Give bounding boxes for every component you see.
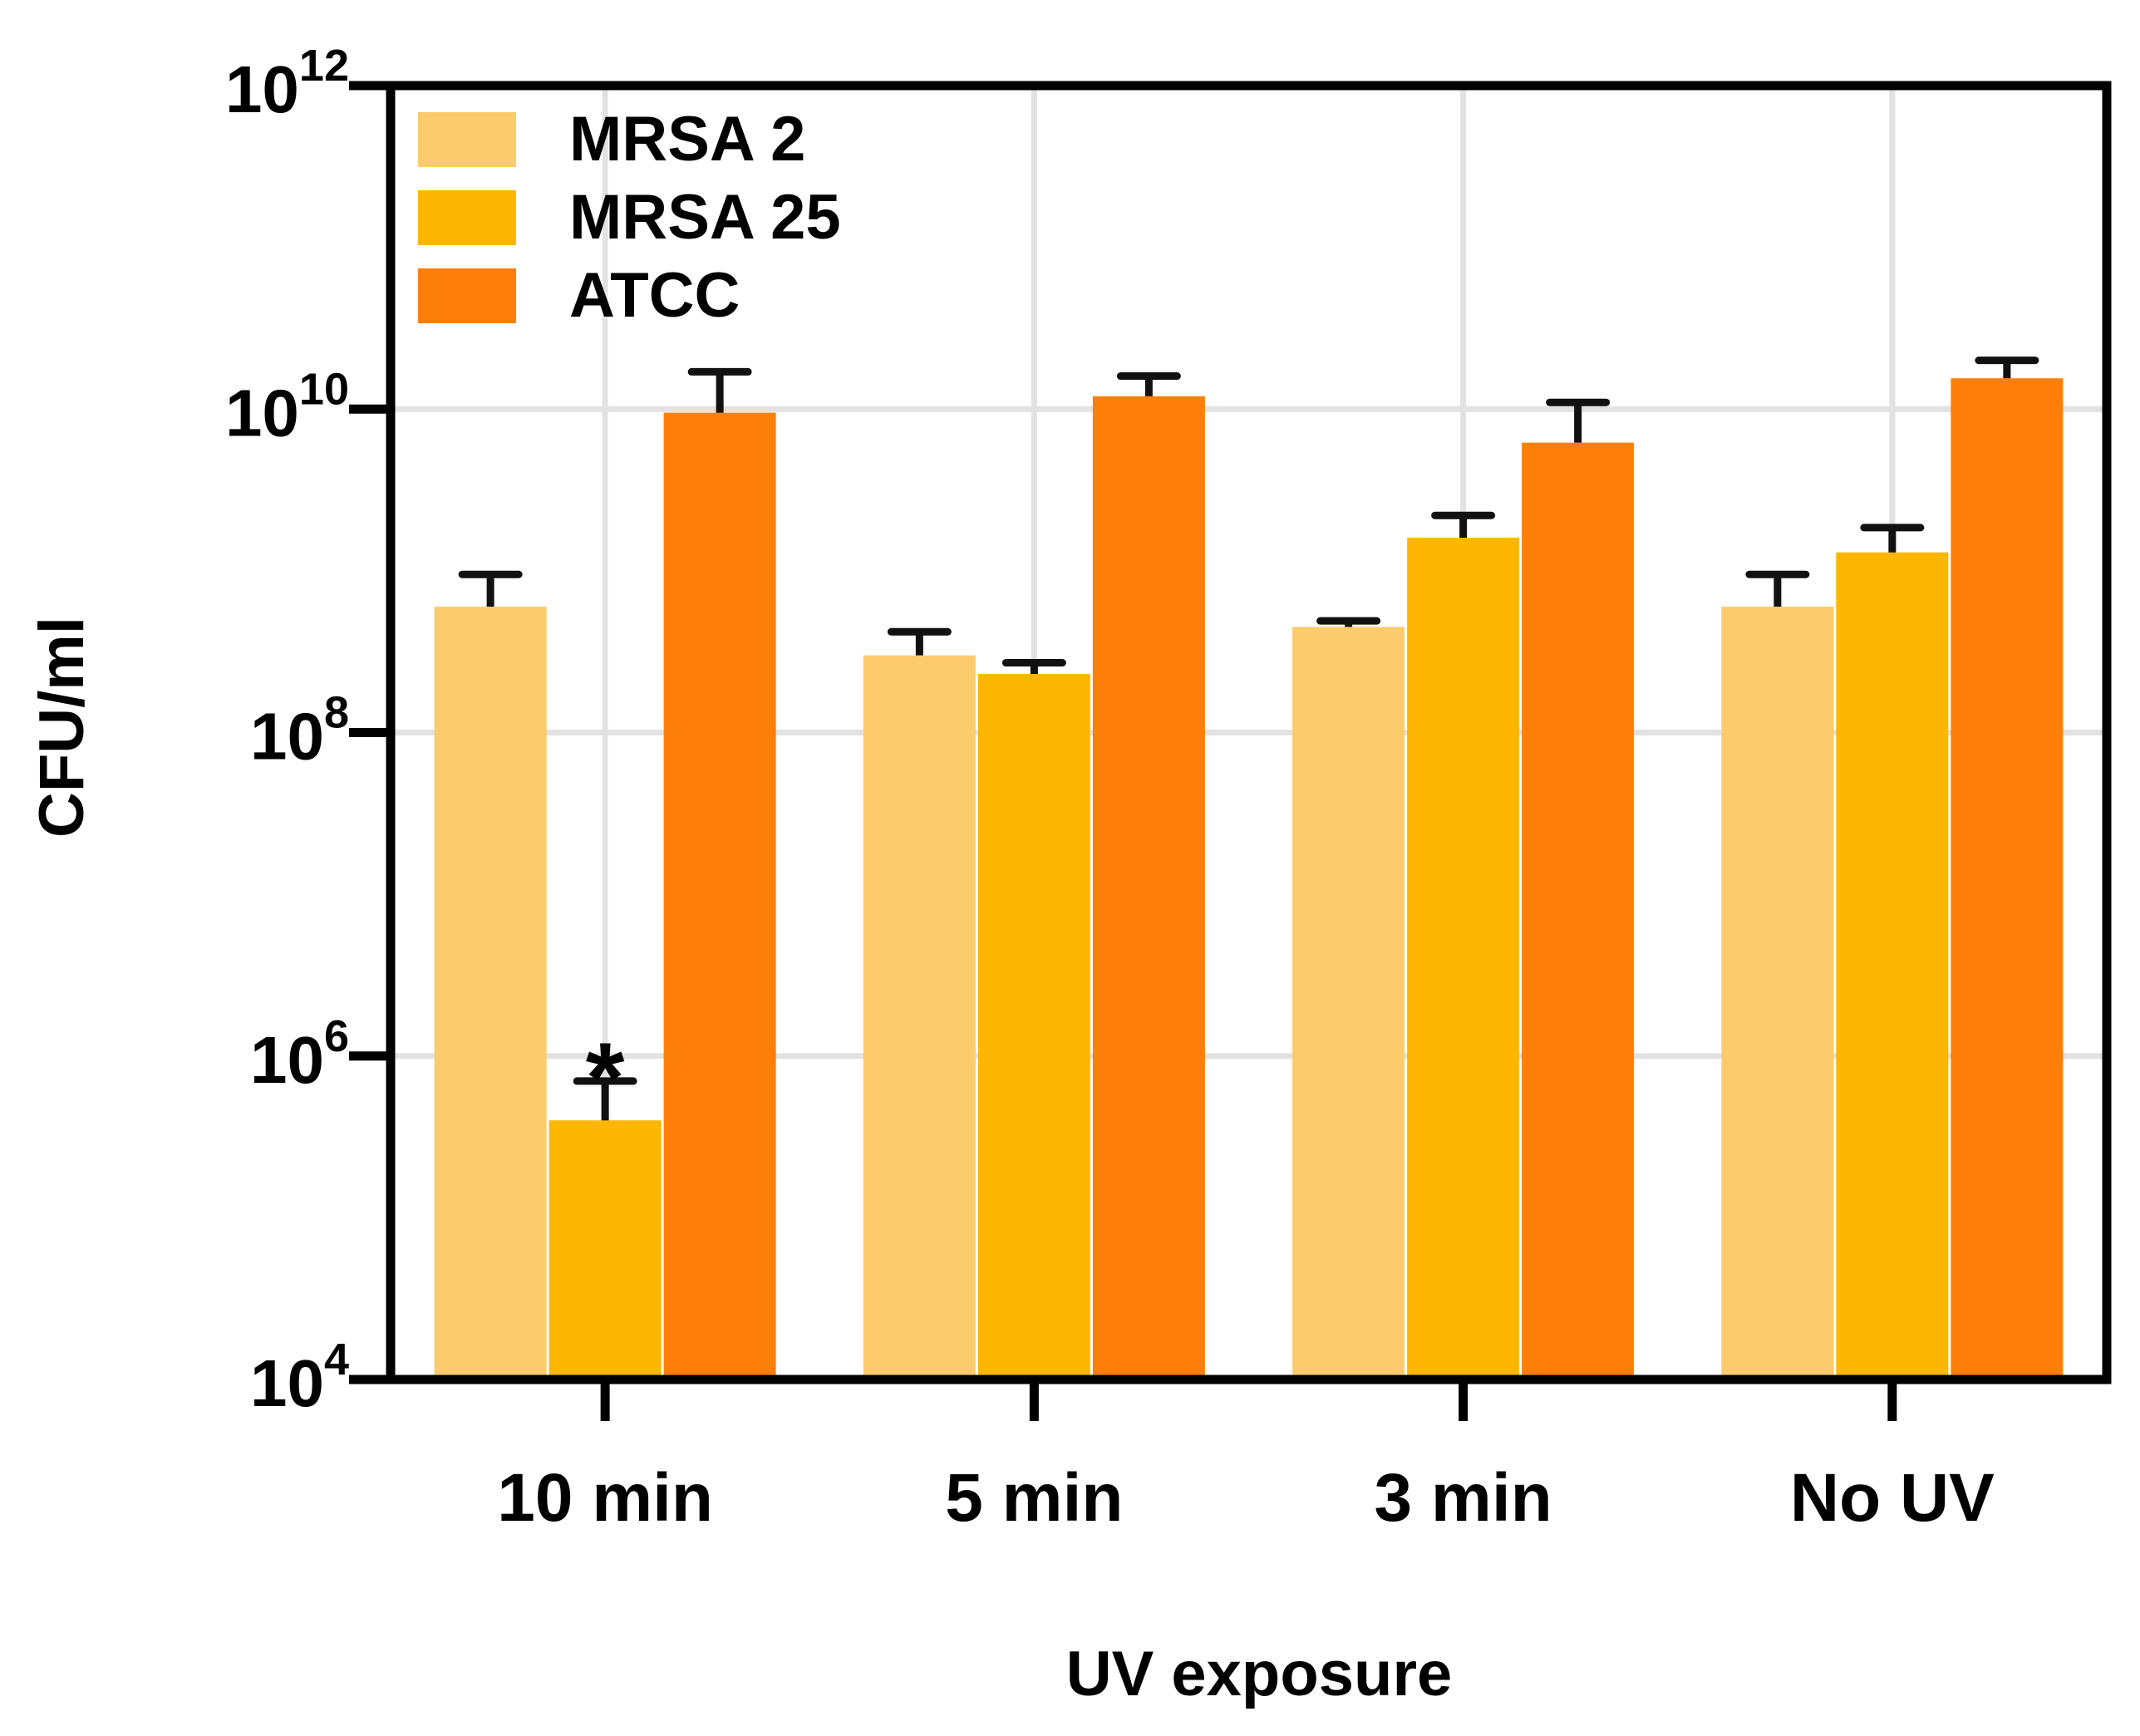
legend-label: MRSA 2 — [569, 104, 805, 175]
bar — [977, 674, 1090, 1379]
bar — [663, 412, 776, 1379]
y-tick-label: 1012 — [225, 41, 349, 126]
bar — [1721, 607, 1834, 1379]
legend-swatch — [418, 190, 516, 245]
bar — [1836, 552, 1949, 1379]
x-axis-label: UV exposure — [1066, 1639, 1453, 1709]
legend-swatch — [418, 112, 516, 167]
bar — [434, 607, 547, 1379]
y-tick-label: 108 — [250, 688, 349, 774]
y-tick-label: 104 — [250, 1335, 349, 1420]
y-axis-label: CFU/ml — [27, 617, 97, 838]
legend-label: MRSA 25 — [569, 182, 841, 253]
x-tick-label: 3 min — [1375, 1460, 1552, 1536]
y-tick-label: 106 — [250, 1011, 349, 1097]
x-tick-label: 5 min — [945, 1460, 1123, 1536]
error-bar-layer — [458, 357, 2039, 1121]
bar — [1407, 538, 1520, 1379]
significance-asterisk: * — [586, 1022, 625, 1134]
y-tick-label: 1010 — [225, 364, 349, 450]
axis-layer: 104 106 108 1010 1012 10 min 5 min 3 min No UV * — [225, 41, 2112, 1536]
x-tick-label: 10 min — [497, 1460, 713, 1536]
bar — [1292, 627, 1405, 1379]
legend-label: ATCC — [569, 260, 740, 331]
bar-layer — [434, 378, 2064, 1380]
bar — [1522, 442, 1635, 1379]
x-tick-label: No UV — [1790, 1460, 1995, 1536]
legend-swatch — [418, 268, 516, 323]
bar — [1951, 378, 2064, 1380]
bar — [1092, 396, 1205, 1379]
label-layer: CFU/ml UV exposure — [27, 617, 1452, 1709]
bar — [863, 655, 976, 1379]
bar — [549, 1120, 662, 1379]
